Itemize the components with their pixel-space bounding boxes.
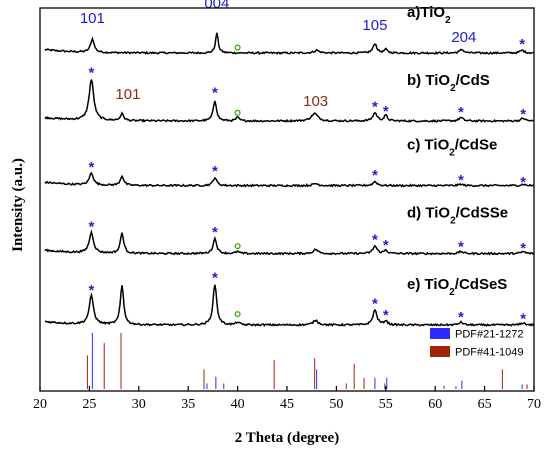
anatase-marker: * [458, 238, 464, 255]
series-labels: a)TiO2 b) TiO2/CdS c) TiO2/CdSe d) TiO2/CdS… [407, 4, 508, 298]
x-tick-label: 30 [132, 397, 146, 412]
anatase-marker: * [520, 106, 526, 123]
anatase-marker: * [383, 237, 389, 254]
x-tick-label: 60 [428, 397, 442, 412]
series-label: d) TiO2/CdSSe [407, 205, 508, 227]
circle-marker [234, 311, 241, 318]
anatase-marker: * [88, 159, 94, 176]
legend-label: PDF#21-1272 [455, 329, 524, 341]
anatase-marker: * [458, 104, 464, 121]
legend: PDF#21-1272 PDF#41-1049 [430, 328, 524, 359]
anatase-marker: * [212, 270, 218, 287]
series-label: a)TiO2 [407, 4, 451, 26]
x-axis-label: 2 Theta (degree) [235, 430, 339, 446]
legend-label: PDF#41-1049 [455, 347, 524, 359]
anatase-marker: * [88, 219, 94, 236]
anatase-marker: * [520, 310, 526, 327]
anatase-marker: * [212, 163, 218, 180]
circle-marker [234, 243, 241, 250]
x-tick-label: 70 [527, 397, 541, 412]
reference-lines [86, 333, 528, 389]
x-tick-label: 20 [33, 397, 47, 412]
x-tick-label: 65 [478, 397, 492, 412]
miller-index-label: 204 [451, 29, 476, 46]
xrd-trace [44, 284, 535, 328]
anatase-marker: * [383, 103, 389, 120]
anatase-marker: * [88, 64, 94, 81]
peak-markers: * * * * * * * * * * * * * * * * * * * * * * * * [88, 36, 526, 328]
miller-index-label: 105 [362, 17, 387, 34]
x-tick-label: 55 [379, 397, 393, 412]
xrd-trace [44, 79, 535, 123]
x-tick-label: 50 [329, 397, 343, 412]
anatase-marker: * [212, 85, 218, 102]
x-tick-label: 40 [231, 397, 245, 412]
anatase-marker: * [372, 232, 378, 249]
miller-index-label: 103 [303, 93, 328, 110]
xrd-trace [44, 229, 535, 256]
anatase-marker: * [372, 296, 378, 313]
x-axis-ticks: 20 25 30 35 40 45 50 55 60 65 70 [33, 386, 541, 412]
circle-marker [234, 44, 241, 51]
x-tick-label: 25 [82, 397, 96, 412]
series-label: e) TiO2/CdSeS [407, 276, 507, 298]
anatase-marker: * [458, 309, 464, 326]
x-tick-label: 45 [280, 397, 294, 412]
anatase-marker: * [520, 174, 526, 191]
anatase-marker: * [458, 172, 464, 189]
anatase-marker: * [520, 240, 526, 257]
series-label: b) TiO2/CdS [407, 72, 490, 94]
peak-annotations: 101 004 105 204 101 103 [80, 0, 477, 110]
anatase-marker: * [88, 282, 94, 299]
xrd-trace [44, 32, 535, 55]
x-tick-label: 35 [181, 397, 195, 412]
circle-marker [234, 109, 241, 116]
miller-index-label: 101 [80, 10, 105, 27]
anatase-marker: * [372, 98, 378, 115]
miller-index-label: 101 [115, 86, 140, 103]
legend-swatch [430, 328, 450, 339]
anatase-marker: * [212, 224, 218, 241]
miller-index-label: 004 [204, 0, 229, 12]
anatase-marker: * [372, 167, 378, 184]
xrd-curves [44, 32, 535, 328]
anatase-marker: * [519, 36, 525, 53]
y-axis-label: Intensity (a.u.) [10, 158, 26, 252]
anatase-marker: * [383, 307, 389, 324]
legend-swatch [430, 346, 450, 357]
series-label: c) TiO2/CdSe [407, 137, 497, 159]
xrd-trace [44, 171, 535, 188]
